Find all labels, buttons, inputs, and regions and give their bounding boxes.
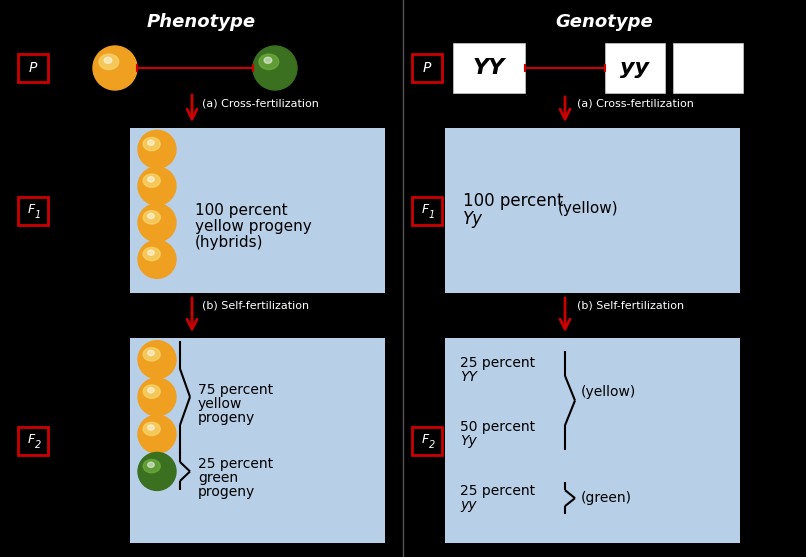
Circle shape: [138, 130, 176, 168]
Text: P: P: [423, 61, 431, 75]
Bar: [18, 197, 48, 224]
Circle shape: [138, 167, 176, 205]
Circle shape: [138, 240, 176, 278]
Circle shape: [138, 378, 176, 416]
Ellipse shape: [104, 57, 112, 63]
Ellipse shape: [143, 174, 160, 187]
Ellipse shape: [147, 425, 154, 430]
Text: 2: 2: [429, 439, 435, 449]
Text: yy: yy: [460, 498, 476, 512]
Text: YY: YY: [473, 58, 505, 78]
Ellipse shape: [147, 350, 154, 356]
Bar: [673, 43, 743, 93]
Text: (hybrids): (hybrids): [195, 234, 264, 250]
Text: 25 percent: 25 percent: [460, 484, 535, 498]
Ellipse shape: [143, 422, 160, 436]
Circle shape: [93, 46, 137, 90]
Text: 25 percent: 25 percent: [460, 356, 535, 370]
Ellipse shape: [143, 385, 160, 398]
Ellipse shape: [147, 213, 154, 219]
Text: F: F: [27, 203, 35, 216]
Bar: [605, 43, 665, 93]
Text: Phenotype: Phenotype: [147, 13, 256, 31]
Text: 50 percent: 50 percent: [460, 420, 535, 434]
Bar: [18, 427, 48, 455]
Ellipse shape: [99, 54, 118, 70]
Text: P: P: [29, 61, 37, 75]
Text: F: F: [27, 433, 35, 446]
Text: F: F: [422, 203, 429, 216]
Ellipse shape: [147, 140, 154, 145]
Bar: [130, 128, 385, 293]
Text: 75 percent: 75 percent: [198, 383, 273, 397]
Ellipse shape: [147, 462, 154, 467]
Circle shape: [138, 415, 176, 453]
Text: Genotype: Genotype: [555, 13, 654, 31]
Text: progeny: progeny: [198, 486, 256, 500]
Circle shape: [253, 46, 297, 90]
Ellipse shape: [147, 388, 154, 393]
Text: 100 percent: 100 percent: [463, 193, 563, 211]
Text: YY: YY: [460, 370, 477, 384]
Text: 25 percent: 25 percent: [198, 457, 273, 471]
Text: 1: 1: [35, 209, 41, 219]
Text: Yy: Yy: [463, 211, 483, 228]
Bar: [130, 338, 385, 543]
Bar: [453, 43, 525, 93]
Text: F: F: [422, 433, 429, 446]
Text: Yy: Yy: [460, 434, 477, 448]
Ellipse shape: [143, 211, 160, 224]
Bar: [18, 54, 48, 82]
Ellipse shape: [259, 54, 279, 70]
Circle shape: [138, 341, 176, 379]
Circle shape: [138, 204, 176, 242]
Text: yellow progeny: yellow progeny: [195, 218, 312, 233]
Bar: [445, 338, 740, 543]
Ellipse shape: [143, 138, 160, 150]
Ellipse shape: [264, 57, 272, 63]
Ellipse shape: [147, 250, 154, 255]
Text: 2: 2: [35, 439, 41, 449]
Text: yellow: yellow: [198, 397, 243, 411]
Text: 1: 1: [429, 209, 435, 219]
Text: (a) Cross-fertilization: (a) Cross-fertilization: [577, 98, 694, 108]
Bar: [412, 54, 442, 82]
Text: (yellow): (yellow): [558, 201, 619, 216]
Ellipse shape: [143, 348, 160, 361]
Text: (yellow): (yellow): [581, 385, 636, 399]
Text: yy: yy: [621, 58, 650, 78]
Text: (b) Self-fertilization: (b) Self-fertilization: [202, 301, 310, 311]
Bar: [412, 427, 442, 455]
Ellipse shape: [143, 247, 160, 261]
Circle shape: [138, 452, 176, 491]
Bar: [445, 128, 740, 293]
Bar: [412, 197, 442, 224]
Ellipse shape: [147, 177, 154, 182]
Text: green: green: [198, 471, 238, 486]
Text: progeny: progeny: [198, 411, 256, 425]
Ellipse shape: [143, 460, 160, 473]
Text: (a) Cross-fertilization: (a) Cross-fertilization: [202, 98, 319, 108]
Text: (green): (green): [581, 491, 632, 505]
Text: (b) Self-fertilization: (b) Self-fertilization: [577, 301, 684, 311]
Text: 100 percent: 100 percent: [195, 203, 288, 217]
